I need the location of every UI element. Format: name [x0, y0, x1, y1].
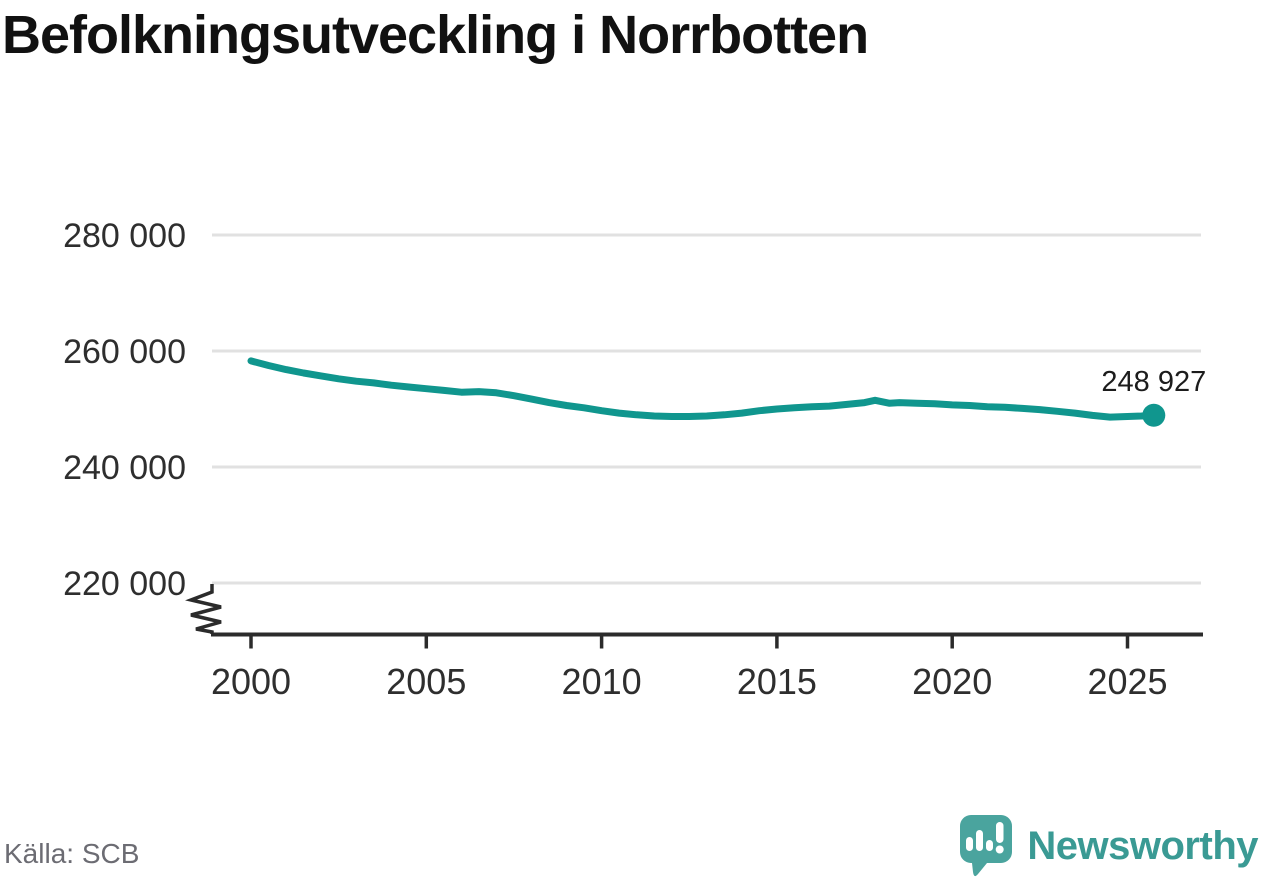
population-line — [247, 357, 1158, 421]
y-axis-break-icon — [185, 584, 222, 634]
source-caption: Källa: SCB — [4, 838, 140, 869]
x-tick-label: 2015 — [737, 661, 817, 702]
chart-title: Befolkningsutveckling i Norrbotten — [2, 5, 869, 65]
y-tick-label: 240 000 — [63, 449, 186, 487]
axis-break-squiggle — [185, 584, 222, 634]
x-tick-label: 2005 — [386, 661, 466, 702]
newsworthy-logo-icon — [960, 815, 1013, 877]
exclamation-glyph — [996, 822, 1005, 854]
end-point-dot — [1142, 403, 1166, 427]
x-tick-label: 2010 — [562, 661, 642, 702]
population-series — [247, 357, 1158, 421]
end-point-value-label: 248 927 — [1101, 366, 1206, 398]
gridlines — [212, 233, 1201, 585]
bar-chart-glyph — [966, 830, 994, 851]
y-axis-labels: 280 000 260 000 240 000 220 000 — [63, 217, 186, 603]
x-tick-label: 2020 — [912, 661, 992, 702]
newsworthy-wordmark: Newsworthy — [1027, 824, 1258, 868]
y-tick-label: 280 000 — [63, 217, 186, 255]
y-tick-label: 260 000 — [63, 333, 186, 371]
x-tick-label: 2025 — [1087, 661, 1167, 702]
x-axis-labels: 2000 2005 2010 2015 2020 2025 — [211, 661, 1168, 702]
newsworthy-logo[interactable]: Newsworthy — [953, 814, 1258, 878]
y-tick-label: 220 000 — [63, 565, 186, 603]
end-point-annotation: 248 927 — [1101, 366, 1206, 427]
population-line-chart: 280 000 260 000 240 000 220 000 2000 2005 201… — [63, 217, 1206, 702]
x-tick-label: 2000 — [211, 661, 291, 702]
x-axis — [211, 632, 1203, 649]
